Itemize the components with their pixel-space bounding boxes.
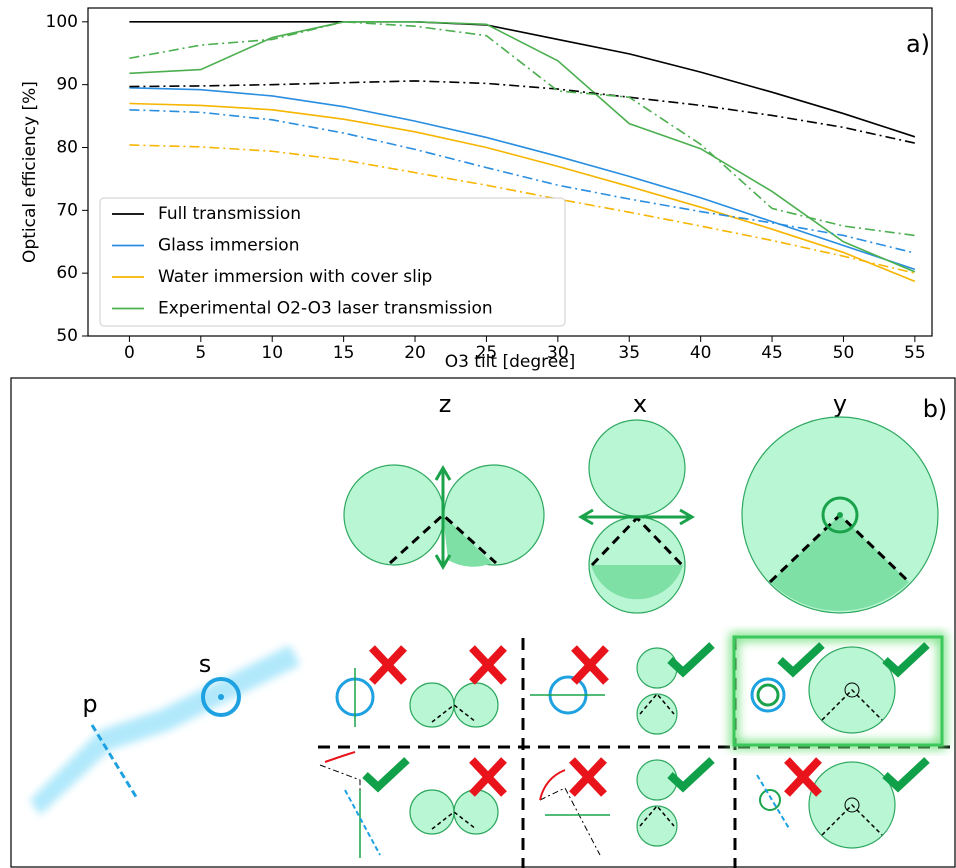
y-tick-label: 60 <box>56 263 78 283</box>
x-tick-label: 15 <box>333 343 355 363</box>
y-tick-label: 70 <box>56 200 78 220</box>
x-axis-label: O3 tilt [degree] <box>445 352 576 372</box>
figure: 50607080901000510152025303540455055O3 ti… <box>0 0 956 868</box>
y-dipole <box>742 417 938 613</box>
y-tick-label: 90 <box>56 75 78 95</box>
x-tick-label: 45 <box>761 343 783 363</box>
x-tick-label: 50 <box>833 343 855 363</box>
column-label: y <box>833 390 847 418</box>
x-tick-label: 0 <box>124 343 135 363</box>
panel-b: b) z x y p s <box>11 378 956 868</box>
polarization-label: s <box>199 650 212 678</box>
legend-label: Full transmission <box>158 204 301 224</box>
column-label: x <box>633 390 647 418</box>
sample: p s <box>30 645 300 815</box>
x-tick-label: 20 <box>404 343 426 363</box>
y-tick-label: 50 <box>56 326 78 346</box>
x-tick-label: 40 <box>690 343 712 363</box>
x-tick-label: 35 <box>618 343 640 363</box>
panel-label: b) <box>923 395 948 423</box>
legend-label: Glass immersion <box>158 236 299 256</box>
z-dipole <box>344 465 544 567</box>
panel-label: a) <box>906 30 930 58</box>
legend-label: Water immersion with cover slip <box>158 267 432 287</box>
y-tick-label: 80 <box>56 137 78 157</box>
polarization-label: p <box>82 690 97 718</box>
x-tick-label: 10 <box>261 343 283 363</box>
x-tick-label: 5 <box>195 343 206 363</box>
x-dipole <box>581 420 692 613</box>
column-label: z <box>439 390 452 418</box>
y-tick-label: 100 <box>46 12 78 32</box>
x-tick-label: 55 <box>904 343 926 363</box>
legend-label: Experimental O2-O3 laser transmission <box>158 299 493 319</box>
y-axis-label: Optical efficiency [%] <box>20 81 40 263</box>
series-line <box>129 81 914 143</box>
